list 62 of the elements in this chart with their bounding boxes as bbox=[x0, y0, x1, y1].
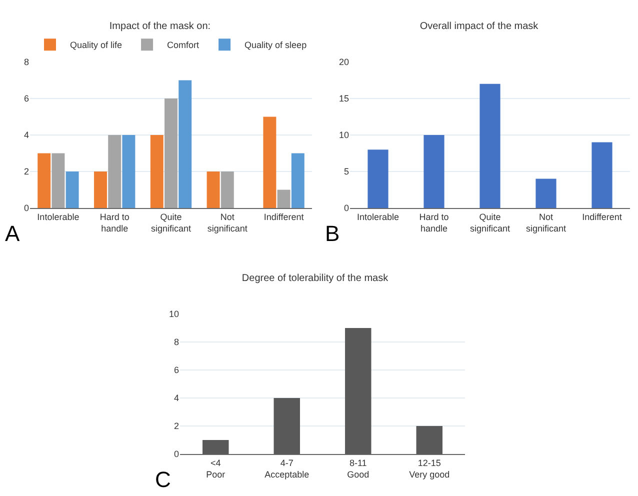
legend-label: Quality of sleep bbox=[244, 40, 307, 50]
bar bbox=[122, 135, 136, 208]
x-tick-label: Quite significant bbox=[470, 212, 511, 234]
y-tick-label: 4 bbox=[174, 393, 179, 404]
bar bbox=[150, 135, 164, 208]
bar bbox=[592, 142, 612, 208]
y-tick-label: 8 bbox=[174, 337, 179, 348]
text: B bbox=[325, 221, 340, 246]
y-tick-label: 0 bbox=[24, 203, 29, 214]
bar bbox=[52, 153, 65, 208]
bar bbox=[66, 172, 79, 208]
text: A bbox=[5, 221, 20, 246]
y-tick-label: 6 bbox=[174, 365, 179, 376]
chart-title: Degree of tolerability of the mask bbox=[242, 272, 390, 284]
x-tick-label: Quite significant bbox=[150, 212, 192, 234]
bar bbox=[480, 84, 500, 208]
y-tick-label: 2 bbox=[24, 166, 29, 177]
y-tick-label: 10 bbox=[168, 309, 179, 320]
y-tick-label: 4 bbox=[24, 130, 29, 140]
bar bbox=[202, 440, 229, 454]
y-tick-label: 20 bbox=[338, 57, 349, 68]
bar bbox=[274, 398, 300, 454]
x-tick-label: Hard to handle bbox=[419, 212, 449, 234]
y-tick-label: 8 bbox=[24, 57, 29, 68]
x-tick-label: Intolerable bbox=[356, 212, 400, 222]
x-tick-label: Intolerable bbox=[37, 212, 80, 222]
x-tick-label: Indifferent bbox=[582, 212, 622, 222]
bar bbox=[38, 153, 51, 208]
bar bbox=[220, 172, 234, 208]
x-tick-label: 8-11 Good bbox=[347, 458, 370, 480]
x-tick-label: Not significant bbox=[207, 212, 248, 234]
x-tick-label: Hard to handle bbox=[100, 212, 130, 234]
y-tick-label: 5 bbox=[344, 166, 349, 177]
y-tick-label: 0 bbox=[344, 203, 349, 214]
x-tick-label: Indifferent bbox=[264, 212, 304, 222]
bar bbox=[536, 178, 556, 208]
bar bbox=[345, 328, 372, 454]
bar bbox=[94, 172, 107, 208]
chart-title: Impact of the mask on: bbox=[109, 21, 211, 32]
x-tick-label: <4 Poor bbox=[206, 458, 226, 480]
y-tick-label: 6 bbox=[24, 94, 29, 104]
y-tick-label: 15 bbox=[338, 94, 349, 104]
bar bbox=[263, 116, 276, 208]
chart-title: Overall impact of the mask bbox=[420, 21, 540, 32]
y-tick-label: 10 bbox=[338, 130, 349, 140]
x-tick-label: Not significant bbox=[526, 212, 567, 234]
x-tick-label: 4-7 Acceptable bbox=[264, 458, 310, 480]
bar bbox=[416, 426, 442, 454]
bar bbox=[108, 135, 122, 208]
text: C bbox=[155, 467, 171, 492]
bar bbox=[368, 150, 388, 208]
legend-label: Quality of life bbox=[70, 40, 122, 50]
bar bbox=[206, 172, 220, 208]
y-tick-label: 2 bbox=[174, 421, 179, 432]
bar bbox=[424, 135, 444, 208]
bar bbox=[277, 190, 290, 208]
bar bbox=[178, 80, 192, 208]
x-tick-label: 12-15 Very good bbox=[409, 458, 450, 480]
legend-label: Comfort bbox=[167, 40, 200, 50]
bar bbox=[291, 153, 304, 208]
bar bbox=[164, 98, 178, 208]
y-tick-label: 0 bbox=[174, 449, 179, 460]
